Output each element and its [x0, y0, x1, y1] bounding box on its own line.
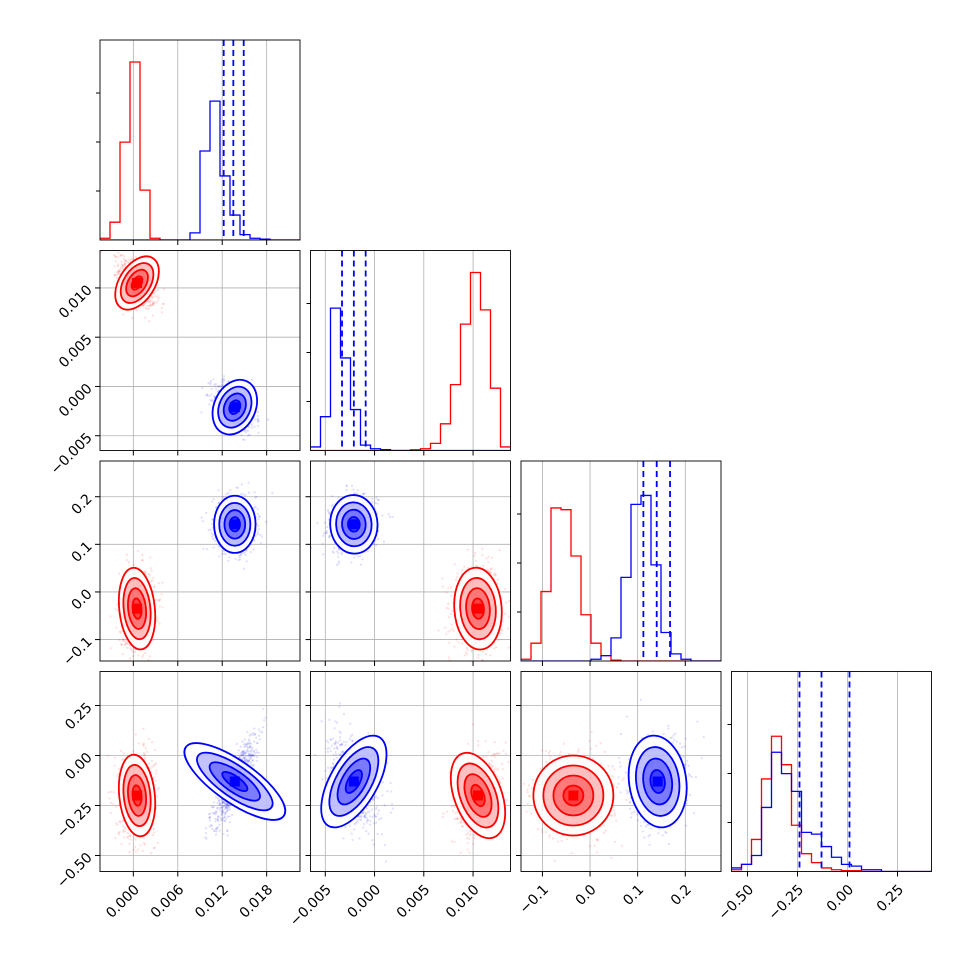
x-tick-label: 0.25: [874, 882, 907, 915]
panel-frame: [310, 671, 511, 872]
x-tick-label: 0.012: [192, 882, 232, 922]
y-tick-label: 0.010: [56, 282, 96, 322]
y-tick-label: 0.005: [56, 332, 96, 372]
panel-content: [521, 461, 721, 661]
x-tick-label: 0.00: [824, 882, 857, 915]
x-tick-label: −0.005: [287, 882, 335, 930]
panel-frame: [310, 250, 511, 451]
panel-content: [310, 484, 511, 661]
panel-frame: [99, 671, 301, 872]
density-peak: [229, 519, 240, 530]
panel-frame: [520, 671, 722, 872]
panel-content: [100, 250, 270, 441]
y-tick-label: 0.000: [56, 381, 96, 421]
density-peak: [472, 790, 483, 801]
density-peak: [348, 519, 359, 530]
x-tick-label: 0.000: [103, 882, 143, 922]
y-tick-label: 0.25: [62, 700, 95, 733]
density-peak: [652, 776, 663, 787]
y-tick-label: 0.1: [69, 539, 96, 566]
x-tick-label: 0.018: [237, 882, 277, 922]
density-peak: [132, 278, 143, 289]
panel-frame: [520, 460, 722, 662]
x-tick-label: 0.2: [668, 882, 695, 909]
y-tick-label: −0.25: [54, 800, 96, 842]
panel-frame: [310, 460, 511, 662]
y-tick-label: −0.1: [60, 634, 95, 669]
panel-frame: [731, 671, 932, 872]
x-tick-label: 0.000: [344, 882, 384, 922]
density-peak: [229, 402, 240, 413]
panel-frame: [99, 250, 301, 451]
panel-content: [314, 702, 510, 863]
panel-2-2: [517, 460, 722, 666]
y-tick-label: 0.00: [62, 750, 95, 783]
panel-content: [109, 481, 274, 661]
panel-0-3: 0.000 0.006 0.012 0.018 −0.50 −0.25 0.00 0.25: [54, 671, 301, 922]
density-peak: [472, 603, 483, 614]
x-tick-label: −0.50: [715, 882, 757, 924]
panel-content: [521, 698, 705, 863]
histogram-series_a: [521, 507, 721, 661]
panel-0-1: −0.005 0.000 0.005 0.010: [48, 250, 301, 478]
density-peak: [132, 790, 143, 801]
density-peak: [348, 776, 359, 787]
histogram-series_b: [521, 494, 721, 661]
density-peak: [568, 790, 579, 801]
x-tick-label: −0.25: [765, 882, 807, 924]
panel-content: [310, 250, 511, 451]
panel-frame: [99, 39, 301, 241]
y-tick-label: 0.0: [69, 586, 96, 613]
histogram-series_b: [310, 307, 511, 451]
grid: [542, 461, 686, 661]
x-tick-label: 0.005: [394, 882, 434, 922]
panel-0-0: [96, 39, 301, 245]
histogram-series_b: [731, 751, 932, 872]
density-peak: [229, 776, 240, 787]
density-peak: [132, 603, 143, 614]
panel-1-1: [306, 250, 511, 456]
histogram-series_a: [100, 61, 300, 240]
y-tick-label: −0.005: [48, 430, 96, 478]
x-tick-label: −0.1: [517, 882, 552, 917]
panel-0-2: −0.1 0.0 0.1 0.2: [60, 460, 301, 669]
y-tick-label: −0.50: [54, 850, 96, 892]
panel-content: [100, 40, 300, 240]
panel-1-3: −0.005 0.000 0.005 0.010: [287, 671, 511, 930]
x-tick-label: 0.1: [620, 882, 647, 909]
histogram-series_b: [100, 100, 300, 240]
grid: [747, 671, 898, 872]
x-tick-label: 0.010: [443, 882, 483, 922]
panel-2-3: −0.1 0.0 0.1 0.2: [516, 671, 722, 917]
panel-1-2: [305, 460, 511, 666]
x-tick-label: 0.006: [148, 882, 188, 922]
panel-content: [731, 671, 932, 872]
histogram-series_a: [310, 271, 511, 451]
panel-content: [107, 707, 287, 855]
panel-frame: [99, 460, 301, 662]
x-tick-label: 0.0: [573, 882, 600, 909]
grid: [132, 40, 268, 240]
panel-3-3: −0.50 −0.25 0.00 0.25: [715, 671, 932, 924]
y-tick-label: 0.2: [69, 491, 96, 518]
